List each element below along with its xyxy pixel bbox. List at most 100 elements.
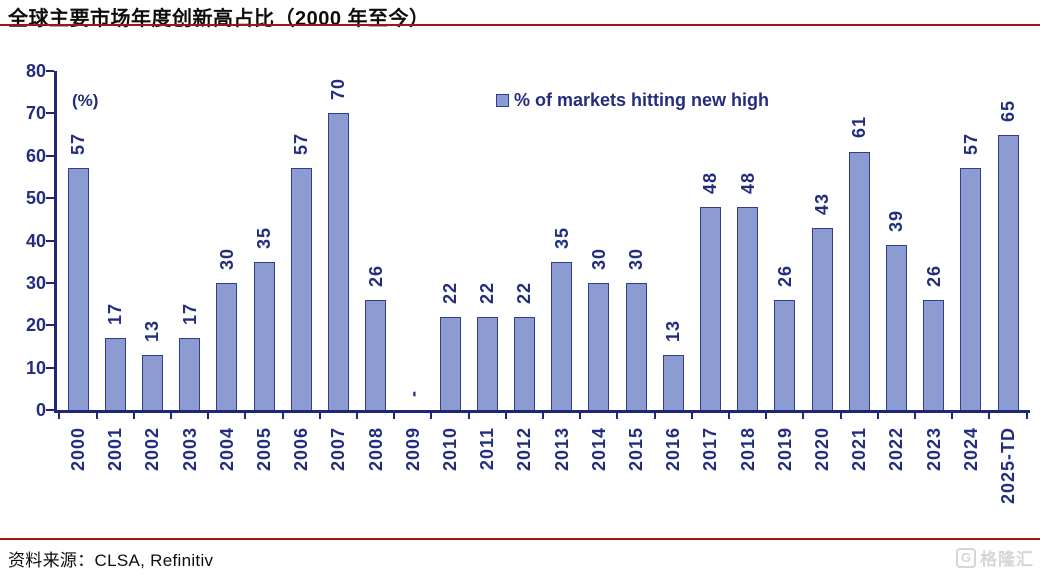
bar-value-label: 17 [179,302,200,325]
chart-legend: % of markets hitting new high [496,90,769,111]
x-axis-tick-label: 2013 [551,427,572,472]
x-axis-tick [876,412,879,419]
x-axis-tick-label: 2004 [216,427,237,472]
bar-value-label: 57 [68,133,88,156]
x-axis-tick [765,412,768,419]
y-axis-tick-label: 20 [25,315,46,336]
bar-chart: (%) % of markets hitting new high 57 17 13… [0,28,1040,533]
x-axis-tick [988,412,991,419]
bar [513,316,535,410]
watermark: G 格隆汇 [956,545,1034,570]
x-axis-tick-label: 2019 [774,427,795,472]
bar-value-label: 48 [700,171,721,194]
y-axis-tick-label: 40 [25,230,46,251]
x-axis-tick [504,412,507,419]
x-axis-tick-label: 2000 [68,427,88,472]
y-axis-tick [46,366,54,369]
bar [811,227,833,410]
x-axis-tick [58,412,61,419]
y-axis-tick [46,112,54,115]
x-axis-tick-label: 2025-TD [998,427,1018,505]
bar-value-label: 70 [328,78,349,101]
footer-divider-line [0,538,1040,540]
x-axis-tick [244,412,247,419]
bar [960,168,982,410]
x-axis-tick-label: 2002 [142,427,163,472]
bar [737,206,759,410]
title-divider-line [0,24,1040,26]
bar-value-label: 13 [663,319,684,342]
bar-value-label: 30 [626,247,646,270]
y-axis-tick [46,70,54,72]
x-axis-tick-label: 2015 [626,427,646,472]
bar [253,261,275,410]
x-axis-tick [393,412,396,419]
y-axis-unit-label: (%) [72,91,99,110]
gelonghui-logo-icon: G [956,547,976,568]
x-axis-tick-label: 2024 [960,427,981,472]
bar-value-label: 26 [774,264,795,287]
legend-swatch-icon [496,94,509,107]
bar-value-label: 17 [105,302,126,325]
x-axis-tick [653,412,656,419]
bar [141,354,163,410]
y-axis-tick-label: 50 [25,188,46,209]
x-axis-tick-label: 2018 [737,427,758,472]
x-axis-tick-label: 2016 [663,427,684,472]
bar [774,299,796,410]
x-axis-tick-label: 2009 [402,427,423,472]
bar-value-label: 26 [923,264,944,287]
x-axis-tick [318,412,321,419]
bar [476,316,498,410]
bar [104,337,126,410]
x-axis-tick-label: 2011 [477,427,498,471]
y-axis-tick-label: 60 [25,145,46,166]
x-axis-tick [839,412,842,419]
bar [625,282,647,410]
bar [439,316,461,410]
bar [997,134,1019,410]
bar [848,151,870,410]
x-axis-tick [579,412,582,419]
x-axis-tick-label: 2021 [849,427,870,472]
bar-value-label: 57 [291,133,312,156]
watermark-text: 格隆汇 [980,550,1034,569]
y-axis-line [54,71,57,413]
bar [885,244,907,410]
x-axis-tick-label: 2020 [812,427,832,472]
bar-value-label: 43 [812,192,832,215]
y-axis-tick-label: 70 [25,103,46,124]
bar-value-label: 30 [216,247,237,270]
bar [699,206,721,410]
y-axis-tick-label: 30 [25,272,46,293]
bar-value-label: 22 [477,281,498,304]
bar-value-label: 22 [514,281,535,304]
bar-value-label: 30 [588,247,609,270]
x-axis-tick [95,412,98,419]
bar-value-label: 26 [365,264,386,287]
x-axis-tick [616,412,619,419]
bar [923,299,945,410]
y-axis-tick-label: 0 [35,400,46,420]
bar [365,299,387,410]
bar [327,113,349,410]
x-axis-tick-label: 2014 [588,427,609,472]
bar-value-label: 13 [142,319,163,342]
x-axis-tick-label: 2017 [700,427,721,472]
x-axis-tick [728,412,730,419]
x-axis-tick [132,412,135,419]
x-axis-tick [951,412,954,419]
x-axis-tick [542,412,544,419]
bar-value-label: 39 [886,209,907,232]
x-axis-tick-label: 2001 [105,427,126,472]
x-axis-tick [914,412,916,419]
x-axis-tick-label: 2008 [365,427,386,472]
x-axis-tick-label: 2003 [179,427,200,472]
page-title: 全球主要市场年度创新高占比（2000 年至今） [8,8,430,30]
bar-value-label: 35 [551,226,572,249]
x-axis-tick [356,412,358,419]
x-axis-tick [802,412,805,419]
x-axis-tick-label: 2022 [886,427,907,472]
x-axis-tick-label: 2006 [291,427,312,472]
x-axis-tick [170,412,172,419]
